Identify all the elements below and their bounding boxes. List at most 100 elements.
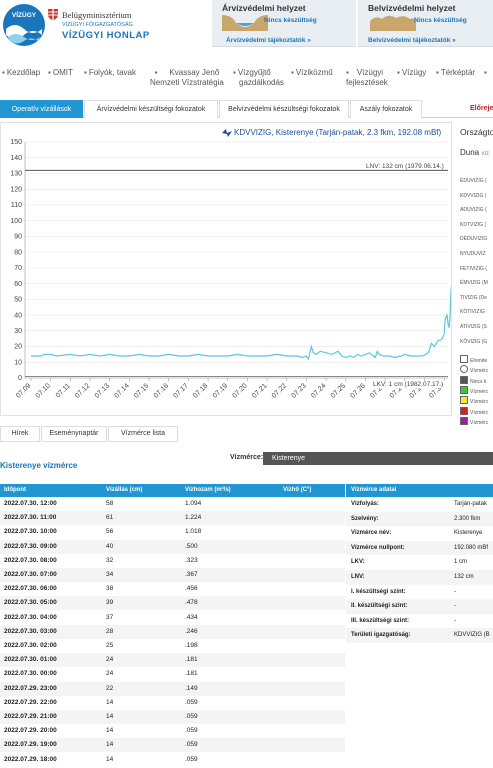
gauge-info-header: Vízmérce adatai [346, 484, 493, 497]
site-logo[interactable]: VÍZÜGY Belügyminisztérium VÍZÜGYI FŐIGAZ… [0, 0, 205, 52]
legend-item[interactable]: Elrende [460, 355, 487, 364]
nav-item-more[interactable]: ▪ [484, 68, 489, 78]
table-header-bar [0, 484, 345, 497]
legend-item[interactable]: Nincs k [460, 375, 487, 385]
lnv-label: LNV: 132 cm (1979.06.14.) [366, 163, 444, 170]
chart-svg: 0 10 20 30 40 50 60 70 80 90 100 110 120 130 140 150 07… [10, 139, 451, 400]
directorate-item[interactable]: ADUVIZIG ( [460, 207, 487, 214]
nav-item-home[interactable]: ▪ Kezdőlap [2, 68, 40, 78]
y-tick-label: 60 [14, 281, 22, 288]
nav-label: Kvassay Jenő [169, 68, 220, 77]
tab-inland-alerts[interactable]: Belvízvédelmi készültségi fokozatok [219, 100, 349, 118]
legend-label: Vízmérc [470, 419, 489, 426]
directorate-item[interactable]: ÉMVIZIG (M [460, 280, 488, 287]
legend-label: Nincs k [470, 378, 487, 385]
directorate-item[interactable]: KÖVIZIG (G [460, 338, 488, 345]
tab-event-calendar[interactable]: Eseménynaptár [41, 426, 107, 442]
nav-item-developments[interactable]: ▪ Vízügyi fejlesztések [346, 68, 388, 88]
ministry-name: Belügyminisztérium [62, 10, 132, 20]
tab-forecast[interactable]: Előrejel [470, 105, 493, 112]
cell-level: 28 [106, 627, 114, 635]
cell-discharge: .181 [185, 670, 198, 678]
legend-item[interactable]: Vízmérc [460, 406, 489, 416]
inland-status-box[interactable]: Belvízvédelmi helyzet Nincs készültség B… [358, 0, 493, 47]
nav-item-water-strategy[interactable]: ▪ Kvassay Jenő Nemzeti Vízstratégia [150, 68, 224, 88]
cell-time: 2022.07.29. 18:00 [4, 755, 57, 763]
gauge-info-label: III. készültségi szint: [351, 617, 410, 624]
legend-item[interactable]: Vízmérc [460, 365, 488, 374]
y-tick-label: 110 [11, 202, 22, 209]
agency-name: VÍZÜGYI FŐIGAZGATÓSÁG [62, 22, 133, 28]
directorate-item[interactable]: ATIVIZIG (S [460, 324, 487, 330]
cell-time: 2022.07.30. 12:00 [4, 500, 57, 507]
cell-discharge: .059 [185, 713, 198, 720]
nav-item-maps[interactable]: ▪ Térképtár [436, 68, 475, 78]
directorate-item[interactable]: KÖTIVIZIG [460, 309, 485, 316]
directorate-item[interactable]: DÉDUVIZIG [460, 236, 488, 243]
nav-bullet-icon: ▪ [484, 68, 487, 77]
nav-item-water-affairs[interactable]: ▪ Vízügy [397, 68, 426, 78]
gauge-info-row: LKV: 1 cm [346, 555, 493, 570]
flood-info-link[interactable]: Árvízvédelmi tájékoztatók » [226, 37, 311, 44]
nav-bullet-icon: ▪ [397, 68, 400, 77]
cell-time: 2022.07.30. 02:00 [4, 642, 57, 649]
nav-item-rivers[interactable]: ▪ Folyók, tavak [84, 68, 136, 78]
x-tick-label: 07.20 [231, 382, 248, 399]
x-tick-label: 07.12 [74, 382, 91, 399]
nav-label: OMIT [52, 68, 73, 77]
y-tick-label: 40 [14, 312, 22, 319]
legend-item[interactable]: Vízmérc [460, 385, 489, 395]
cell-time: 2022.07.30. 09:00 [4, 542, 57, 550]
inland-info-link[interactable]: Belvízvédelmi tájékoztatók » [368, 37, 456, 44]
directorate-item[interactable]: FETIVIZIG ( [460, 265, 487, 272]
directorate-item[interactable]: KDVVIZIG ( [460, 192, 487, 199]
tab-operative-levels[interactable]: Operatív vízállások [0, 100, 83, 118]
col-header-discharge[interactable]: Vízhozam (m³/s) [185, 487, 231, 493]
gauge-info-label: Területi igazgatóság: [351, 632, 411, 639]
nav-label-line2: Nemzeti Vízstratégia [150, 78, 224, 87]
nav-item-watershed[interactable]: ▪ Vízgyűjtő gazdálkodás [233, 68, 284, 88]
nav-bullet-icon: ▪ [48, 68, 51, 77]
legend-item[interactable]: Vízmérc [460, 416, 489, 426]
legend-item[interactable]: Vízmérc [460, 396, 488, 405]
tab-flood-alerts[interactable]: Árvízvédelmi készültségi fokozatok [84, 100, 218, 118]
tab-gauge-list[interactable]: Vízmérce lista [108, 426, 178, 442]
nav-item-utilities[interactable]: ▪ Víziközmű [291, 68, 333, 78]
directorate-item[interactable]: TIVIZIG (De [460, 294, 487, 301]
cell-level: 14 [106, 755, 114, 763]
country-panel: Országto Duna víz ÉDUVIZIG (KDVVIZIG (AD… [452, 122, 493, 426]
directorate-item[interactable]: KDTVIZIG ( [460, 221, 487, 228]
gauge-info-label: Vízmérce nullpont: [351, 544, 405, 551]
cell-discharge: .367 [185, 571, 198, 578]
col-header-level[interactable]: Vízállás (cm) [106, 487, 143, 493]
gauge-select[interactable]: Kisterenye [263, 452, 493, 465]
directorate-item[interactable]: ÉDUVIZIG ( [460, 178, 487, 184]
cell-level: 37 [106, 613, 114, 621]
cell-time: 2022.07.30. 10:00 [4, 528, 57, 536]
cell-level: 56 [106, 528, 114, 536]
col-header-time[interactable]: Időpont [4, 487, 26, 493]
nav-item-omit[interactable]: ▪ OMIT [48, 68, 73, 78]
y-tick-label: 0 [18, 375, 22, 382]
col-header-temp[interactable]: Vízhő (C°) [283, 487, 312, 493]
flood-status-box[interactable]: Árvízvédelmi helyzet Nincs készültség Ár… [212, 0, 356, 47]
gauge-info-value: KDVVIZIG (B [454, 632, 490, 639]
legend-label: Elrende [470, 358, 488, 364]
table-row: 2022.07.29. 18:00 14 .059 [0, 752, 345, 767]
country-panel-title: Országto [460, 127, 493, 137]
legend-label: Vízmérc [470, 368, 489, 375]
cell-time: 2022.07.30. 08:00 [4, 556, 57, 564]
cell-level: 32 [106, 556, 114, 564]
tab-drought-alerts[interactable]: Aszály fokozatok [350, 100, 422, 118]
legend-label: Vízmérc [470, 388, 489, 395]
legend-label: Vízmérc [470, 409, 489, 416]
cell-discharge: .059 [185, 755, 198, 763]
tab-news[interactable]: Hírek [0, 426, 40, 442]
cell-level: 34 [106, 571, 114, 578]
cell-discharge: .059 [185, 727, 198, 735]
cell-time: 2022.07.30. 04:00 [4, 613, 57, 621]
directorate-item[interactable]: NYUDUVIZ [460, 251, 486, 257]
gauge-info-label: Vízmérce név: [351, 530, 392, 537]
cell-discharge: .246 [185, 627, 198, 635]
nav-bullet-icon: ▪ [2, 68, 5, 77]
